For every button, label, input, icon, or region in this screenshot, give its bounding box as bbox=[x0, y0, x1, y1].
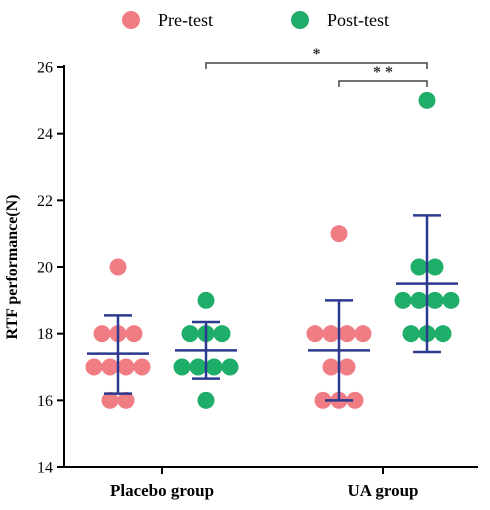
data-point bbox=[197, 291, 215, 309]
x-tick-label: UA group bbox=[347, 481, 418, 500]
data-point bbox=[93, 325, 111, 343]
group-ua-group-post-test bbox=[394, 91, 460, 354]
group-placebo-group-pre-test bbox=[85, 258, 151, 409]
axes: 14 16 18 20 22 24 26 Placebo group UA group RTF p… bbox=[4, 60, 478, 500]
data-point bbox=[173, 358, 191, 376]
y-tick-label: 14 bbox=[37, 460, 53, 477]
legend-label-post-test: Post-test bbox=[327, 10, 389, 30]
y-tick-label: 26 bbox=[37, 60, 53, 77]
data-point bbox=[394, 291, 412, 309]
data-point bbox=[418, 91, 436, 109]
data-point bbox=[221, 358, 239, 376]
data-point bbox=[426, 291, 444, 309]
data-point bbox=[101, 358, 119, 376]
y-tick-label: 16 bbox=[37, 393, 53, 410]
y-tick-label: 20 bbox=[37, 260, 53, 277]
data-point bbox=[354, 325, 372, 343]
data-point bbox=[322, 325, 340, 343]
data-point bbox=[330, 225, 348, 243]
data-point bbox=[338, 358, 356, 376]
data-point bbox=[410, 258, 428, 276]
data-point bbox=[205, 358, 223, 376]
data-point bbox=[117, 358, 135, 376]
legend-marker-pre-test bbox=[122, 11, 140, 29]
data-point bbox=[402, 325, 420, 343]
significance-label: * bbox=[313, 46, 321, 63]
data-point bbox=[189, 358, 207, 376]
data-point bbox=[306, 325, 324, 343]
group-ua-group-pre-test bbox=[306, 225, 372, 409]
data-point bbox=[426, 258, 444, 276]
significance-annotations: * * * bbox=[205, 46, 428, 87]
legend-marker-post-test bbox=[291, 11, 309, 29]
data-point bbox=[338, 325, 356, 343]
data-point bbox=[434, 325, 452, 343]
data-point bbox=[117, 391, 135, 409]
data-point bbox=[101, 391, 119, 409]
y-tick-label: 24 bbox=[37, 126, 53, 143]
x-tick-label: Placebo group bbox=[110, 481, 214, 500]
y-tick-label: 18 bbox=[37, 326, 53, 343]
data-point bbox=[410, 291, 428, 309]
group-placebo-group-post-test bbox=[173, 291, 239, 409]
data-point bbox=[346, 391, 364, 409]
legend: Pre-test Post-test bbox=[122, 10, 389, 30]
data-point bbox=[314, 391, 332, 409]
data-point bbox=[197, 391, 215, 409]
data-point bbox=[442, 291, 460, 309]
data-groups bbox=[85, 91, 460, 409]
significance-bracket bbox=[338, 80, 428, 87]
data-point bbox=[213, 325, 231, 343]
significance-label: * * bbox=[373, 64, 393, 81]
data-point bbox=[322, 358, 340, 376]
data-point bbox=[133, 358, 151, 376]
data-point bbox=[181, 325, 199, 343]
y-tick-label: 22 bbox=[37, 193, 53, 210]
data-point bbox=[109, 258, 127, 276]
data-point bbox=[125, 325, 143, 343]
significance-bracket bbox=[205, 62, 428, 69]
data-point bbox=[85, 358, 103, 376]
legend-label-pre-test: Pre-test bbox=[158, 10, 213, 30]
y-axis-title: RTF performance(N) bbox=[4, 194, 21, 339]
